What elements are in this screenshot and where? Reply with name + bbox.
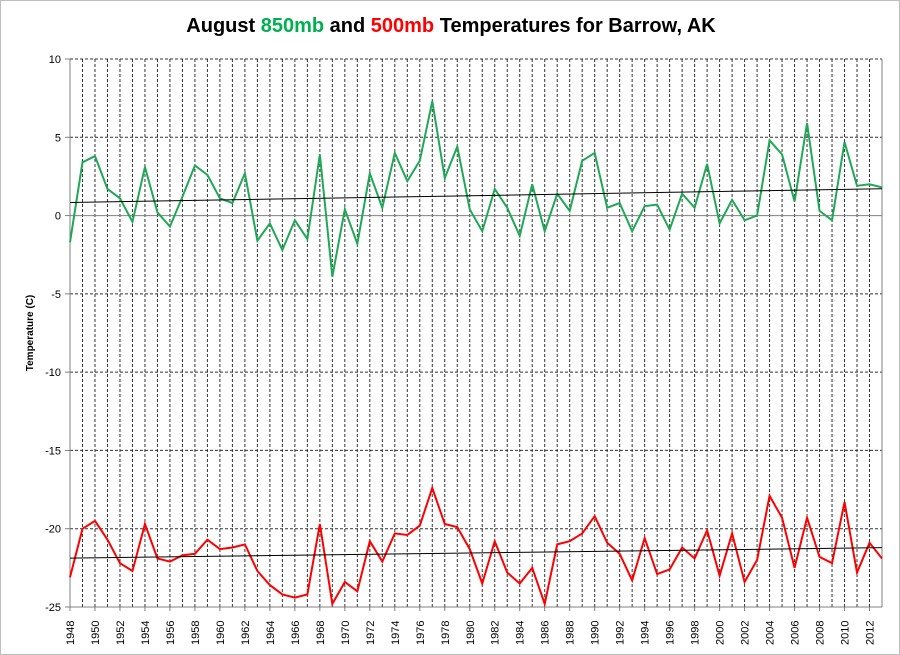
x-tick-label: 1982 <box>490 621 502 645</box>
trendline-850mb <box>69 188 883 203</box>
x-tick-label: 2002 <box>740 621 752 645</box>
y-tick-label: -5 <box>51 289 61 301</box>
x-tick-label: 1950 <box>90 621 102 645</box>
x-tick-label: 1968 <box>315 621 327 645</box>
x-tick-label: 2006 <box>790 621 802 645</box>
series-line-850mb <box>69 101 883 277</box>
x-tick-label: 2008 <box>815 621 827 645</box>
x-tick-label: 1978 <box>440 621 452 645</box>
x-tick-label: 1994 <box>640 621 652 645</box>
x-tick-label: 2012 <box>865 621 877 645</box>
title-part: August <box>186 15 261 37</box>
x-tick-label: 1970 <box>340 621 352 645</box>
x-tick-label: 2004 <box>765 621 777 645</box>
x-tick-label: 1974 <box>390 621 402 645</box>
x-tick-label: 2000 <box>715 621 727 645</box>
x-tick-label: 1962 <box>240 621 252 645</box>
x-tick-label: 1998 <box>690 621 702 645</box>
x-tick-label: 1954 <box>140 621 152 645</box>
x-tick-label: 1948 <box>65 621 77 645</box>
x-tick-label: 1980 <box>465 621 477 645</box>
series-line-500mb <box>69 484 883 608</box>
y-tick-label: 5 <box>55 132 61 144</box>
x-tick-label: 1986 <box>540 621 552 645</box>
x-tick-label: 1988 <box>565 621 577 645</box>
y-tick-label: -25 <box>45 602 61 614</box>
x-tick-label: 1990 <box>590 621 602 645</box>
x-tick-label: 1966 <box>290 621 302 645</box>
chart-title: August 850mb and 500mb Temperatures for … <box>1 15 900 38</box>
title-part: Temperatures for Barrow, AK <box>434 15 716 37</box>
y-tick-label: -15 <box>45 445 61 457</box>
x-tick-label: 1956 <box>165 621 177 645</box>
title-part-500mb: 500mb <box>370 15 435 37</box>
y-tick-label: -20 <box>45 524 61 536</box>
x-tick-label: 1976 <box>415 621 427 645</box>
x-tick-label: 1964 <box>265 621 277 645</box>
x-tick-label: 1952 <box>115 621 127 645</box>
x-tick-label: 1996 <box>665 621 677 645</box>
title-part: and <box>324 15 371 37</box>
y-tick-label: 0 <box>55 211 61 223</box>
x-tick-label: 1972 <box>365 621 377 645</box>
x-tick-label: 1984 <box>515 621 527 645</box>
trendline-500mb <box>69 547 883 559</box>
y-tick-label: 10 <box>49 54 61 66</box>
x-tick-label: 1992 <box>615 621 627 645</box>
x-tick-label: 1958 <box>190 621 202 645</box>
y-axis-label: Temperature (C) <box>25 295 36 372</box>
y-tick-label: -10 <box>45 367 61 379</box>
x-tick-label: 2010 <box>840 621 852 645</box>
x-tick-label: 1960 <box>215 621 227 645</box>
title-part-850mb: 850mb <box>260 15 325 37</box>
